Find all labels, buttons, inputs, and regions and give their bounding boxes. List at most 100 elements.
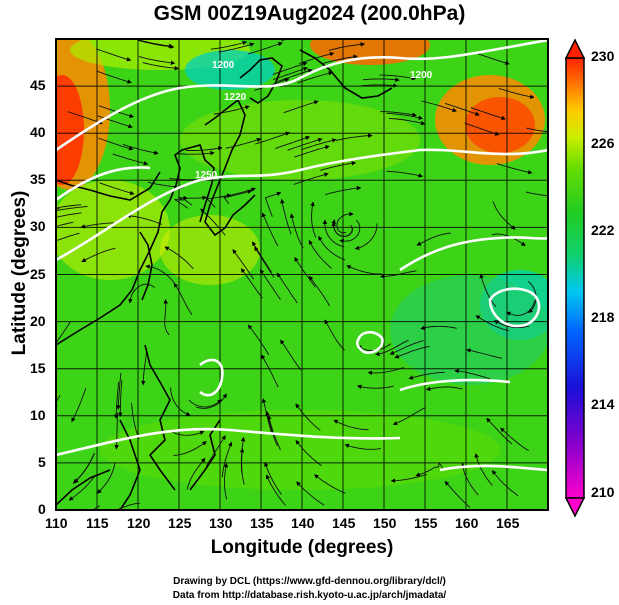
colorbar-min-triangle	[564, 497, 586, 518]
streamline	[80, 222, 117, 229]
x-tick-label: 110	[45, 515, 68, 531]
streamline	[375, 339, 409, 357]
streamline	[174, 195, 189, 209]
streamline	[96, 48, 132, 62]
streamline	[56, 206, 88, 212]
streamline	[298, 51, 335, 64]
map-title: GSM 00Z19Aug2024 (200.0hPa)	[153, 2, 466, 25]
streamline	[126, 213, 163, 225]
streamline	[415, 461, 444, 477]
y-tick-label: 25	[30, 265, 46, 282]
y-tick-label: 20	[30, 312, 46, 329]
streamline	[293, 172, 329, 185]
streamline	[525, 191, 548, 197]
streamline	[308, 239, 333, 269]
streamline	[56, 204, 82, 209]
colorbar-max-triangle	[564, 38, 586, 59]
streamline	[506, 300, 536, 316]
streamline	[255, 131, 291, 145]
streamline	[493, 320, 530, 329]
streamline	[221, 441, 233, 478]
streamline	[96, 462, 116, 494]
streamline	[425, 386, 463, 391]
streamline	[283, 100, 319, 114]
streamline	[254, 246, 275, 278]
streamline	[294, 256, 316, 288]
streamline	[56, 394, 61, 403]
streamline	[324, 185, 362, 196]
streamline	[346, 265, 382, 275]
streamline	[333, 419, 369, 431]
colorbar-tick: 230	[591, 48, 615, 64]
temperature-field	[56, 39, 548, 510]
height-contours	[56, 39, 548, 472]
streamline	[454, 368, 491, 380]
streamline	[324, 319, 345, 351]
streamline	[386, 170, 424, 178]
streamline	[200, 208, 226, 236]
streamline	[526, 127, 548, 133]
streamline	[380, 111, 417, 117]
streamline	[280, 339, 302, 371]
streamline	[289, 213, 304, 249]
x-axis-label: Longitude (degrees)	[210, 537, 394, 558]
x-tick-label: 140	[291, 515, 315, 531]
y-tick-label: 0	[38, 501, 46, 517]
streamline	[444, 480, 471, 508]
streamline	[331, 221, 353, 237]
credit-drawing: Drawing by DCL (https://www.gfd-dennou.o…	[173, 576, 446, 587]
streamline	[360, 83, 398, 88]
streamline	[308, 275, 331, 307]
streamline	[336, 211, 354, 234]
streamline	[220, 187, 256, 198]
streamline	[261, 398, 273, 435]
streamline	[313, 474, 346, 494]
streamline	[186, 457, 206, 490]
streamline	[81, 247, 116, 263]
streamline	[295, 439, 322, 467]
streamline	[247, 41, 283, 55]
streamline	[67, 111, 103, 125]
streamline	[318, 235, 346, 261]
streamline	[168, 429, 205, 436]
streamline	[408, 371, 445, 380]
x-tick-label: 165	[496, 515, 520, 531]
streamline	[464, 122, 500, 136]
streamline	[496, 163, 533, 175]
streamline	[296, 481, 325, 506]
streamline	[173, 282, 193, 315]
streamline	[113, 382, 120, 419]
y-axis-label: Latitude (degrees)	[9, 190, 30, 356]
streamline	[116, 372, 122, 410]
y-tick-label: 30	[30, 218, 46, 235]
streamline	[223, 189, 253, 205]
streamline	[138, 56, 176, 65]
streamline	[118, 379, 123, 417]
contour-label: 1220	[224, 92, 247, 103]
streamline	[380, 270, 417, 279]
credit-data: Data from http://database.rish.kyoto-u.a…	[172, 590, 447, 601]
y-tick-label: 40	[30, 124, 46, 141]
streamline	[421, 100, 457, 113]
streamline	[390, 474, 428, 483]
streamline	[142, 62, 180, 71]
streamline	[367, 367, 405, 376]
wind-streamlines	[56, 39, 548, 510]
streamline	[232, 249, 255, 280]
streamline	[328, 42, 366, 51]
streamline	[98, 137, 134, 151]
streamline	[301, 138, 337, 151]
streamline	[97, 115, 133, 129]
streamline	[280, 198, 292, 235]
streamline	[500, 427, 529, 452]
streamline	[392, 407, 426, 426]
streamline	[491, 469, 519, 497]
x-tick-label: 115	[86, 515, 109, 531]
y-tick-label: 45	[30, 77, 46, 94]
streamline	[470, 107, 506, 121]
streamline	[486, 417, 513, 445]
streamline	[265, 474, 287, 506]
streamline	[170, 387, 191, 416]
streamline	[394, 346, 430, 359]
